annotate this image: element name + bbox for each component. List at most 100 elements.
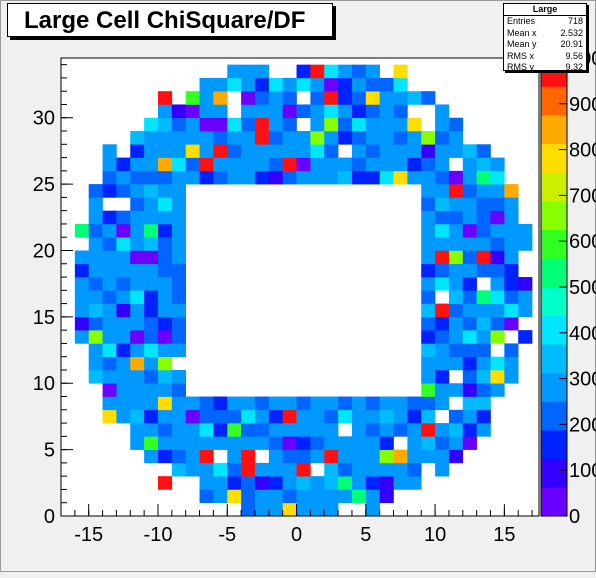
heatmap-cell [88, 316, 103, 331]
heatmap-cell [476, 250, 491, 265]
heatmap-cell [199, 170, 214, 185]
heatmap-cell [435, 117, 450, 132]
heatmap-cell [254, 462, 270, 477]
heatmap-cell [130, 330, 145, 344]
heatmap-cell [476, 223, 491, 238]
heatmap-cell [435, 210, 450, 225]
heatmap-cell [379, 489, 394, 504]
heatmap-cell [365, 409, 380, 424]
heatmap-cell [227, 423, 242, 437]
heatmap-cell [241, 476, 256, 490]
heatmap-cell [490, 369, 505, 384]
heatmap-cell [407, 131, 422, 145]
heatmap-cell [268, 157, 283, 172]
heatmap-cell [254, 104, 270, 119]
heatmap-cell [296, 423, 311, 437]
heatmap-cell [130, 423, 145, 437]
stats-row: Mean y 20.91 [504, 39, 586, 51]
heatmap-cell [171, 223, 186, 238]
heatmap-cell [310, 91, 325, 105]
stats-row: Mean x 2.532 [504, 28, 586, 40]
heatmap-cell [213, 476, 228, 490]
heatmap-cell [324, 117, 339, 132]
heatmap-cell [241, 131, 256, 145]
heatmap-cell [241, 502, 256, 517]
heatmap-cell [407, 170, 422, 185]
heatmap-cell [504, 184, 519, 198]
heatmap-cell [338, 64, 353, 79]
heatmap-cell [351, 476, 367, 490]
heatmap-cell [268, 91, 283, 105]
heatmap-cell [185, 436, 200, 450]
heatmap-cell [227, 170, 242, 185]
heatmap-cell [268, 77, 283, 92]
heatmap-cell [365, 131, 380, 145]
heatmap-cell [116, 157, 131, 172]
heatmap-cell [490, 223, 505, 238]
heatmap-cell [504, 197, 519, 211]
heatmap-cell [199, 436, 214, 450]
heatmap-cell [421, 197, 436, 211]
heatmap-cell [227, 77, 242, 92]
heatmap-cell [116, 184, 131, 198]
heatmap-cell [282, 91, 297, 105]
heatmap-cell [144, 396, 159, 411]
heatmap-cell [338, 449, 353, 464]
heatmap-cell [448, 330, 464, 344]
colorbar-tick-label: 100 [569, 460, 596, 482]
heatmap-cell [199, 117, 214, 132]
heatmap-cell [171, 170, 186, 185]
heatmap-cell [462, 277, 477, 291]
heatmap-cell [296, 409, 311, 424]
heatmap-cell [448, 290, 464, 304]
heatmap-cell [296, 449, 311, 464]
heatmap-cell [448, 423, 464, 437]
heatmap-cell [268, 117, 283, 132]
heatmap-cell [88, 343, 103, 357]
heatmap-cell [448, 436, 464, 450]
heatmap-cell [462, 197, 477, 211]
heatmap-cell [338, 117, 353, 132]
heatmap-cell [157, 383, 173, 397]
heatmap-cell [338, 436, 353, 450]
heatmap-cell [171, 277, 186, 291]
heatmap-cell [421, 250, 436, 265]
heatmap-cell [157, 157, 173, 172]
heatmap-cell [310, 449, 325, 464]
heatmap-cell [157, 277, 173, 291]
heatmap-cell [241, 157, 256, 172]
heatmap-cell [157, 131, 173, 145]
heatmap-cell [88, 369, 103, 384]
heatmap-cell [448, 263, 464, 278]
heatmap-cell [74, 316, 90, 331]
heatmap-cell [365, 449, 380, 464]
heatmap-cell [171, 423, 186, 437]
heatmap-cell [296, 396, 311, 411]
heatmap-cell [144, 303, 159, 318]
heatmap-cell [171, 184, 186, 198]
heatmap-cell [102, 343, 117, 357]
heatmap-cell [324, 502, 339, 517]
heatmap-cell [185, 462, 200, 477]
heatmap-cell [213, 462, 228, 477]
heatmap-cell [282, 436, 297, 450]
heatmap-cell [310, 423, 325, 437]
heatmap-cell [504, 303, 519, 318]
heatmap-cell [476, 197, 491, 211]
heatmap-cell [254, 91, 270, 105]
heatmap-cell [144, 237, 159, 251]
heatmap-cell [171, 210, 186, 225]
heatmap-cell [213, 104, 228, 119]
heatmap-cell [268, 449, 283, 464]
heatmap-cell [490, 277, 505, 291]
heatmap-cell [130, 396, 145, 411]
heatmap-cell [351, 409, 367, 424]
heatmap-cell [213, 144, 228, 158]
heatmap-cell [213, 396, 228, 411]
stats-value: 20.91 [560, 39, 583, 49]
heatmap-cell [185, 396, 200, 411]
heatmap-cell [254, 170, 270, 185]
heatmap-cell [296, 77, 311, 92]
heatmap-cell [448, 303, 464, 318]
heatmap-cell [393, 157, 408, 172]
